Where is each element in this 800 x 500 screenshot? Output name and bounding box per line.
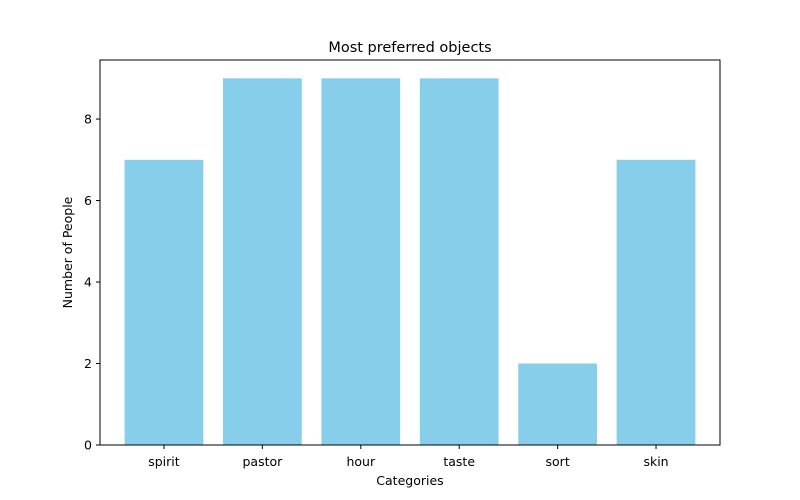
y-tick-label-8: 8 <box>84 112 92 127</box>
bar-taste <box>419 78 499 445</box>
x-tick-label-pastor: pastor <box>242 454 283 469</box>
bars-group <box>124 78 696 445</box>
y-tick-label-0: 0 <box>84 438 92 453</box>
y-tick-label-2: 2 <box>84 356 92 371</box>
bar-skin <box>616 159 696 445</box>
y-tick-label-6: 6 <box>84 193 92 208</box>
bar-pastor <box>223 78 302 445</box>
y-tick-label-4: 4 <box>84 275 92 290</box>
x-axis-ticks: spirit pastor hour taste sort skin <box>148 445 669 469</box>
y-axis-label: Number of People <box>60 196 75 308</box>
bar-hour <box>321 78 401 445</box>
y-axis-ticks: 0 2 4 6 8 <box>84 112 100 453</box>
bar-spirit <box>124 159 204 445</box>
chart-title: Most preferred objects <box>328 40 491 56</box>
bar-sort <box>518 363 597 445</box>
x-tick-label-skin: skin <box>643 454 668 469</box>
x-tick-label-spirit: spirit <box>148 454 180 469</box>
plot-frame <box>99 59 721 446</box>
x-tick-label-hour: hour <box>346 454 375 469</box>
x-tick-label-sort: sort <box>546 454 570 469</box>
x-axis-label: Categories <box>376 473 443 488</box>
x-tick-label-taste: taste <box>443 454 475 469</box>
